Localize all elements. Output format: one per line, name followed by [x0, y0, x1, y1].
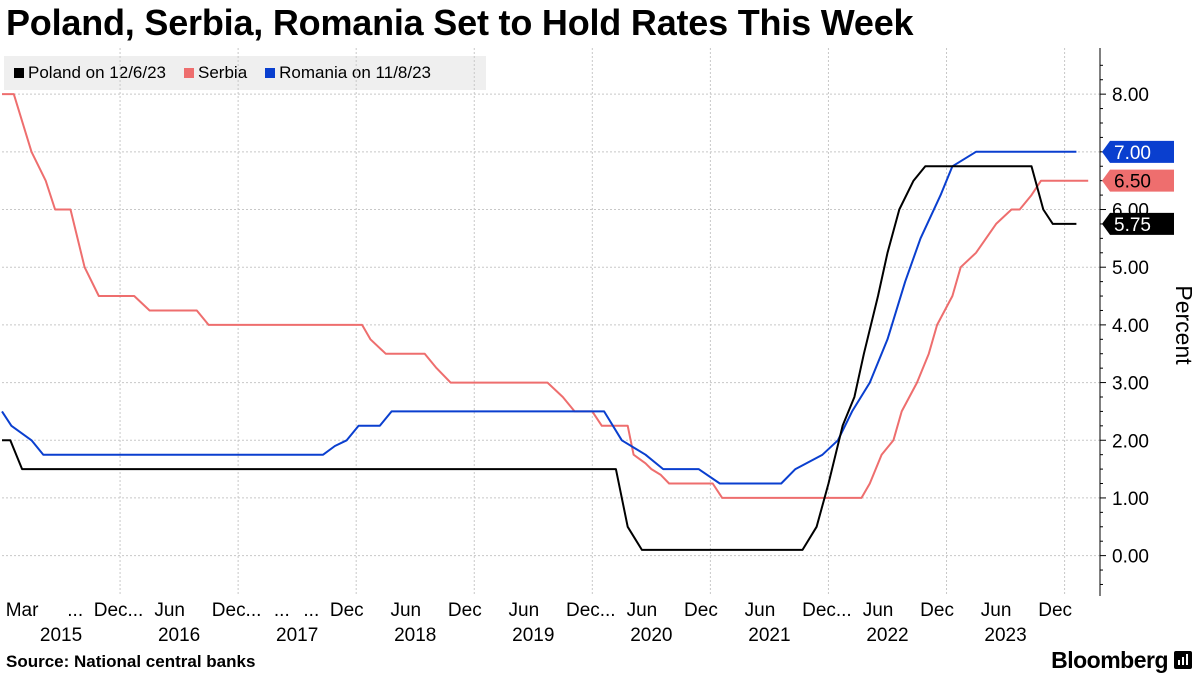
- legend-label-romania: Romania on 11/8/23: [279, 63, 432, 82]
- x-tick-label: Dec: [566, 600, 600, 621]
- x-tick-label: ...: [246, 600, 262, 621]
- series-line-poland: [2, 165, 1077, 551]
- y-tick-label: 3.00: [1112, 374, 1149, 395]
- legend-item-serbia: Serbia: [184, 63, 247, 83]
- x-tick-label: Jun: [390, 600, 421, 621]
- x-tick-label: Dec: [1038, 600, 1072, 621]
- last-value-tag-poland: [1102, 212, 1174, 235]
- last-value-label-romania: 7.00: [1114, 143, 1151, 164]
- x-tick-label: Dec: [684, 600, 718, 621]
- x-tick-label: ...: [67, 600, 83, 621]
- y-tick-label: 0.00: [1112, 547, 1149, 568]
- x-tick-label: Dec: [94, 600, 128, 621]
- x-tick-label: ...: [303, 600, 319, 621]
- series-line-serbia: [2, 93, 1089, 499]
- x-tick-label: ...: [836, 600, 852, 621]
- legend-label-poland: Poland on 12/6/23: [28, 63, 167, 82]
- brand-logo-text: Bloomberg: [1051, 647, 1168, 673]
- x-year-label: 2020: [630, 625, 672, 646]
- legend-swatch-poland: [14, 68, 24, 78]
- x-tick-label: ...: [274, 600, 290, 621]
- x-tick-label: Dec: [920, 600, 954, 621]
- y-tick-label: 8.00: [1112, 85, 1149, 106]
- last-value-label-serbia: 6.50: [1114, 172, 1151, 193]
- x-tick-label: Dec: [448, 600, 482, 621]
- x-tick-label: Mar: [6, 600, 39, 621]
- y-tick-label: 4.00: [1112, 316, 1149, 337]
- x-year-label: 2023: [984, 625, 1026, 646]
- x-year-label: 2018: [394, 625, 436, 646]
- x-tick-label: Jun: [627, 600, 658, 621]
- x-tick-label: ...: [600, 600, 616, 621]
- x-tick-label: ...: [127, 600, 143, 621]
- x-year-label: 2016: [158, 625, 200, 646]
- last-value-label-poland: 5.75: [1114, 215, 1151, 236]
- legend-label-serbia: Serbia: [198, 63, 248, 82]
- legend-swatch-serbia: [184, 68, 195, 78]
- x-tick-label: Dec: [212, 600, 246, 621]
- last-value-tag-serbia: [1102, 169, 1174, 192]
- y-tick-label: 5.00: [1112, 258, 1149, 279]
- x-tick-label: Jun: [154, 600, 185, 621]
- last-value-tag-romania: [1102, 140, 1174, 163]
- series-line-romania: [1, 150, 1077, 485]
- x-tick-label: Jun: [863, 600, 894, 621]
- x-tick-label: Jun: [745, 600, 776, 621]
- bloomberg-terminal-icon: [1174, 651, 1192, 669]
- x-tick-label: Dec: [802, 600, 836, 621]
- chart-title: Poland, Serbia, Romania Set to Hold Rate…: [6, 2, 914, 43]
- x-year-label: 2017: [276, 625, 318, 646]
- legend-swatch-romania: [265, 68, 276, 78]
- x-year-label: 2015: [40, 625, 82, 646]
- x-tick-label: Dec: [330, 600, 364, 621]
- x-year-label: 2019: [512, 625, 554, 646]
- source-note: Source: National central banks: [6, 652, 256, 671]
- y-tick-label: 2.00: [1112, 431, 1149, 452]
- x-tick-label: Jun: [981, 600, 1012, 621]
- y-axis-title: Percent: [1171, 285, 1197, 365]
- legend-item-poland: Poland on 12/6/23: [14, 63, 166, 83]
- chart-legend: Poland on 12/6/23 Serbia Romania on 11/8…: [4, 56, 486, 90]
- legend-item-romania: Romania on 11/8/23: [265, 63, 431, 83]
- x-year-label: 2021: [748, 625, 790, 646]
- x-tick-label: Jun: [509, 600, 540, 621]
- y-tick-label: 1.00: [1112, 489, 1149, 510]
- x-year-label: 2022: [866, 625, 908, 646]
